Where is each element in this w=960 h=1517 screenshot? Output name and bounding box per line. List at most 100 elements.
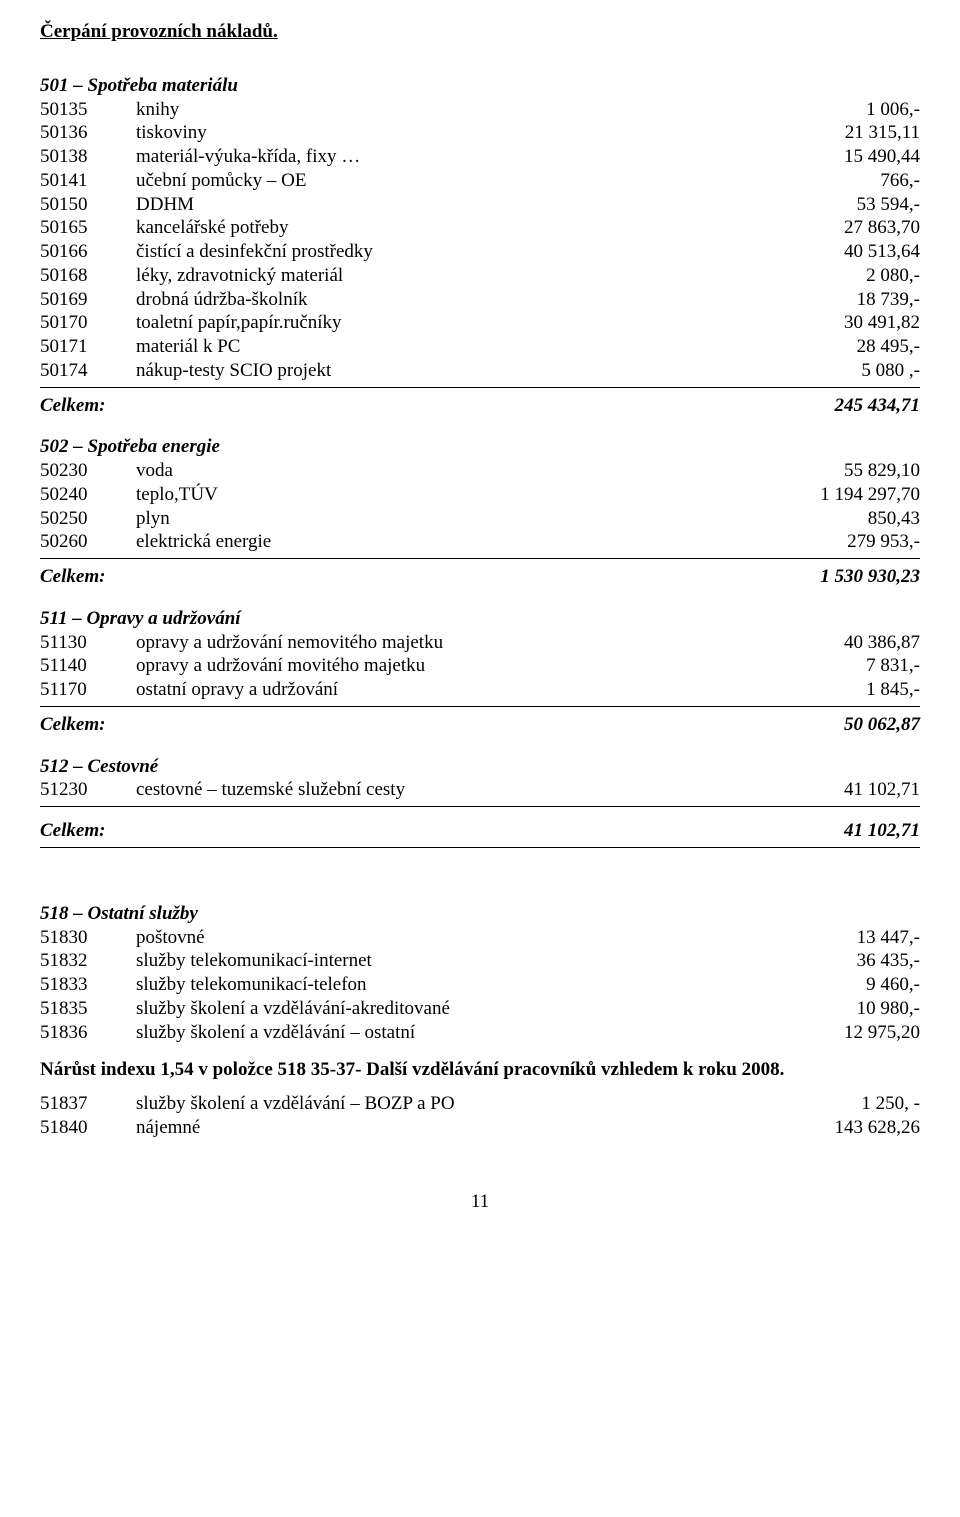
item-value: 9 460,- [750, 973, 920, 997]
item-desc: plyn [136, 507, 710, 531]
item-desc: knihy [136, 98, 750, 122]
item-desc: služby školení a vzdělávání – ostatní [136, 1021, 750, 1045]
divider [40, 706, 920, 707]
line-item: 51832služby telekomunikací-internet36 43… [40, 949, 920, 973]
item-code: 50135 [40, 98, 136, 122]
item-value: 10 980,- [750, 997, 920, 1021]
item-code: 50240 [40, 483, 136, 507]
line-item: 50230voda55 829,10 [40, 459, 920, 483]
paragraph-note: Nárůst indexu 1,54 v položce 518 35-37- … [40, 1058, 920, 1082]
line-item: 51836služby školení a vzdělávání – ostat… [40, 1021, 920, 1045]
item-desc: nájemné [136, 1116, 750, 1140]
line-item: 50169drobná údržba-školník18 739,- [40, 288, 920, 312]
line-item: 50170toaletní papír,papír.ručníky30 491,… [40, 311, 920, 335]
section-501-total: Celkem: 245 434,71 [40, 394, 920, 418]
item-value: 1 845,- [750, 678, 920, 702]
item-desc: poštovné [136, 926, 750, 950]
item-code: 50141 [40, 169, 136, 193]
item-code: 51837 [40, 1092, 136, 1116]
line-item: 50174nákup-testy SCIO projekt5 080 ,- [40, 359, 920, 383]
item-desc: léky, zdravotnický materiál [136, 264, 750, 288]
total-value: 1 530 930,23 [710, 565, 920, 589]
item-value: 55 829,10 [710, 459, 920, 483]
item-value: 5 080 ,- [750, 359, 920, 383]
item-code: 51170 [40, 678, 136, 702]
item-desc: elektrická energie [136, 530, 710, 554]
item-value: 850,43 [710, 507, 920, 531]
line-item: 51170ostatní opravy a udržování1 845,- [40, 678, 920, 702]
item-value: 21 315,11 [750, 121, 920, 145]
section-518b-rows: 51837služby školení a vzdělávání – BOZP … [40, 1092, 920, 1140]
item-code: 51830 [40, 926, 136, 950]
item-value: 53 594,- [750, 193, 920, 217]
item-value: 1 006,- [750, 98, 920, 122]
item-value: 1 250, - [750, 1092, 920, 1116]
section-502-rows: 50230voda55 829,1050240teplo,TÚV1 194 29… [40, 459, 920, 554]
item-code: 51130 [40, 631, 136, 655]
total-label: Celkem: [40, 565, 710, 589]
line-item: 50141učební pomůcky – OE766,- [40, 169, 920, 193]
item-desc: toaletní papír,papír.ručníky [136, 311, 750, 335]
section-512-rows: 51230cestovné – tuzemské služební cesty4… [40, 778, 920, 802]
total-value: 50 062,87 [750, 713, 920, 737]
item-desc: služby školení a vzdělávání – BOZP a PO [136, 1092, 750, 1116]
item-value: 40 386,87 [750, 631, 920, 655]
item-code: 50260 [40, 530, 136, 554]
divider [40, 806, 920, 807]
line-item: 50136tiskoviny21 315,11 [40, 121, 920, 145]
item-desc: materiál k PC [136, 335, 750, 359]
item-code: 50169 [40, 288, 136, 312]
line-item: 50240teplo,TÚV1 194 297,70 [40, 483, 920, 507]
item-code: 50250 [40, 507, 136, 531]
item-desc: služby školení a vzdělávání-akreditované [136, 997, 750, 1021]
divider [40, 847, 920, 848]
item-code: 51832 [40, 949, 136, 973]
line-item: 50150DDHM53 594,- [40, 193, 920, 217]
item-desc: materiál-výuka-křída, fixy … [136, 145, 750, 169]
item-code: 51835 [40, 997, 136, 1021]
item-desc: drobná údržba-školník [136, 288, 750, 312]
item-code: 51140 [40, 654, 136, 678]
item-code: 51840 [40, 1116, 136, 1140]
line-item: 51140opravy a udržování movitého majetku… [40, 654, 920, 678]
section-518-heading: 518 – Ostatní služby [40, 902, 920, 926]
line-item: 51840nájemné143 628,26 [40, 1116, 920, 1140]
line-item: 50171materiál k PC28 495,- [40, 335, 920, 359]
section-501-heading: 501 – Spotřeba materiálu [40, 74, 920, 98]
divider [40, 387, 920, 388]
page-number: 11 [40, 1190, 920, 1214]
item-desc: kancelářské potřeby [136, 216, 750, 240]
total-value: 41 102,71 [750, 819, 920, 843]
item-code: 50136 [40, 121, 136, 145]
item-value: 30 491,82 [750, 311, 920, 335]
section-512-total: Celkem: 41 102,71 [40, 819, 920, 843]
item-value: 36 435,- [750, 949, 920, 973]
page-title: Čerpání provozních nákladů. [40, 20, 920, 44]
line-item: 50168léky, zdravotnický materiál2 080,- [40, 264, 920, 288]
line-item: 50135knihy1 006,- [40, 98, 920, 122]
item-desc: teplo,TÚV [136, 483, 710, 507]
item-code: 50230 [40, 459, 136, 483]
divider [40, 558, 920, 559]
item-desc: DDHM [136, 193, 750, 217]
item-code: 51833 [40, 973, 136, 997]
item-code: 50150 [40, 193, 136, 217]
line-item: 50165kancelářské potřeby27 863,70 [40, 216, 920, 240]
section-511-total: Celkem: 50 062,87 [40, 713, 920, 737]
item-desc: služby telekomunikací-internet [136, 949, 750, 973]
item-value: 15 490,44 [750, 145, 920, 169]
item-value: 1 194 297,70 [710, 483, 920, 507]
item-value: 13 447,- [750, 926, 920, 950]
item-value: 40 513,64 [750, 240, 920, 264]
item-value: 7 831,- [750, 654, 920, 678]
total-label: Celkem: [40, 819, 750, 843]
item-desc: tiskoviny [136, 121, 750, 145]
section-502-heading: 502 – Spotřeba energie [40, 435, 920, 459]
item-code: 50171 [40, 335, 136, 359]
item-code: 50166 [40, 240, 136, 264]
total-label: Celkem: [40, 713, 750, 737]
item-value: 2 080,- [750, 264, 920, 288]
item-value: 766,- [750, 169, 920, 193]
item-value: 28 495,- [750, 335, 920, 359]
section-502-total: Celkem: 1 530 930,23 [40, 565, 920, 589]
